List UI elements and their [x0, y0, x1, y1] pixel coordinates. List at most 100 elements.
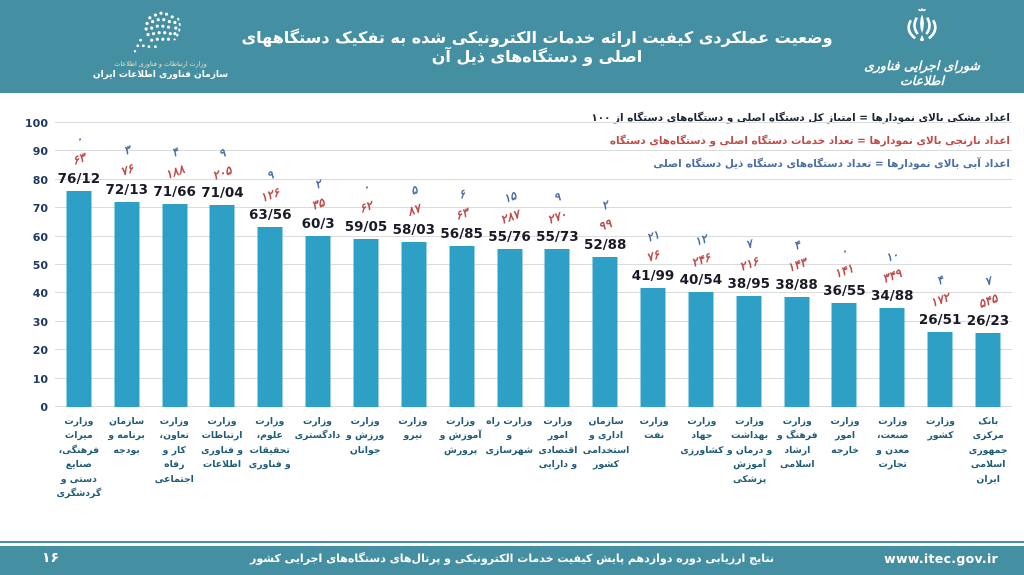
bar-score-label: 34/88: [871, 287, 914, 304]
bar-score-label: 41/99: [631, 267, 675, 284]
bar-column: 71/04 ۲۰۵ ۹: [199, 123, 247, 407]
gridline: [55, 349, 1012, 351]
bar-column: 52/88 ۹۹ ۲: [581, 123, 629, 407]
bar-services-count-label: ۶۲: [357, 198, 375, 217]
bar-services-count-label: ۲۴۶: [689, 249, 713, 270]
page-number: ۱۶: [42, 550, 60, 566]
iran-emblem-icon: [896, 7, 948, 56]
bar-subagencies-count-label: ۴: [169, 143, 180, 160]
bar: [688, 291, 714, 407]
bar: [927, 331, 953, 407]
bar-category-label: وزارت تعاون، کار و رفاه اجتماعی: [154, 416, 194, 485]
header-band: وزارت ارتباطات و فناوری اطلاعات سازمان ف…: [0, 0, 1024, 93]
bar-category-label: وزارت نیرو: [398, 416, 428, 442]
bar-category-label: وزارت فرهنگ و ارشاد اسلامی: [776, 416, 818, 471]
council-logo: شورای اجرایی فناوری اطلاعات: [842, 4, 1002, 88]
bar-subagencies-count-label: ۶: [456, 185, 467, 202]
legend-orange-services: اعداد نارنجی بالای نمودارها = تعداد خدما…: [609, 135, 1010, 147]
bar-subagencies-count-label: ۹: [552, 189, 563, 205]
bar-column: 63/56 ۱۲۶ ۹: [246, 123, 294, 407]
bar-score-label: 60/3: [301, 215, 335, 232]
bar-score-label: 76/12: [57, 170, 101, 187]
bar: [879, 307, 905, 407]
bar-category-label: وزارت ورزش و جوانان: [346, 416, 385, 456]
chart-legend: اعداد مشکی بالای نمودارها = امتیاز کل دس…: [591, 107, 1010, 176]
bar-score-label: 55/73: [536, 228, 579, 245]
bar: [401, 242, 427, 407]
bar-services-count-label: ۱۸۸: [163, 161, 187, 182]
bar-subagencies-count-label: ۱۲: [692, 231, 710, 249]
bar-score-label: 38/95: [727, 276, 770, 293]
footer-url-link[interactable]: www.itec.gov.ir: [884, 551, 998, 566]
bar-subagencies-count-label: ۰: [73, 131, 85, 147]
bar: [162, 203, 188, 407]
bar-services-count-label: ۱۴۱: [832, 261, 856, 282]
bar-category-label: سازمان اداری و استخدامی کشور: [582, 416, 630, 471]
bar-column: 76/12 ۶۳ ۰: [55, 123, 103, 407]
bar: [831, 303, 857, 407]
page-title: وضعیت عملکردی کیفیت ارائه خدمات الکترونی…: [241, 27, 833, 66]
bar-subagencies-count-label: ۱۵: [501, 187, 518, 206]
council-logo-caption: شورای اجرایی فناوری اطلاعات: [864, 58, 980, 88]
bar-subagencies-count-label: ۲: [599, 197, 611, 213]
y-tick-label: 10: [32, 372, 48, 386]
bar-column: 72/13 ۷۶ ۳: [103, 123, 151, 407]
bar-category-label: وزارت نفت: [639, 416, 669, 442]
bar-column: 41/99 ۷۶ ۲۱: [629, 123, 677, 407]
bar: [257, 226, 283, 407]
bar-category-label: وزارت آموزش و پرورش: [439, 416, 482, 456]
bar-column: 36/55 ۱۴۱ ۰: [821, 123, 869, 407]
bar-category-label: سازمان برنامه و بودجه: [108, 416, 145, 456]
bar-column: 56/85 ۶۳ ۶: [438, 123, 486, 407]
bar-column: 59/05 ۶۲ ۰: [342, 123, 390, 407]
gridline: [55, 122, 1012, 123]
bar-score-label: 36/55: [823, 283, 866, 300]
bar-subagencies-count-label: ۴: [934, 272, 946, 288]
bar: [544, 248, 570, 407]
y-tick-label: 40: [32, 287, 48, 301]
y-tick-label: 30: [32, 315, 48, 329]
bar-column: 38/95 ۲۱۶ ۷: [725, 123, 773, 407]
bar-column: 26/51 ۱۷۲ ۴: [916, 123, 964, 407]
bar-category-label: وزارت کشور: [925, 416, 955, 442]
bar: [209, 205, 235, 407]
bar-series: 76/12 ۶۳ ۰ 72/13 ۷۶ ۳ 71/66 ۱۸۸ ۴ 71/04 ۲۰۵ ۹ 63/56 ۱…: [55, 123, 1012, 407]
bar-services-count-label: ۹۹: [596, 216, 614, 234]
bar-subagencies-count-label: ۷: [982, 272, 994, 289]
bar: [449, 245, 475, 407]
gridline: [55, 320, 1012, 322]
y-tick-label: 70: [32, 202, 48, 216]
bar-category-label: وزارت دادگستری: [294, 416, 341, 442]
ito-dotted-globe-icon: [126, 11, 196, 59]
bar-column: 60/3 ۳۵ ۲: [294, 123, 342, 407]
ito-logo-ministry-line: وزارت ارتباطات و فناوری اطلاعات: [114, 60, 207, 68]
bar-subagencies-count-label: ۲: [312, 176, 324, 192]
bar-services-count-label: ۲۸۷: [498, 206, 521, 227]
bar-category-label: وزارت راه و شهرسازی: [485, 416, 534, 456]
bar-subagencies-count-label: ۰: [839, 243, 850, 259]
bar-subagencies-count-label: ۵: [408, 182, 420, 198]
bar: [975, 332, 1001, 407]
bar-subagencies-count-label: ۲۱: [644, 227, 662, 245]
y-tick-label: 90: [32, 145, 48, 159]
bar-subagencies-count-label: ۹: [264, 166, 276, 183]
bar-subagencies-count-label: ۱۰: [884, 247, 901, 265]
bar-services-count-label: ۳۴۹: [880, 266, 904, 286]
bar-services-count-label: ۱۷۲: [928, 289, 952, 310]
bar-category-label: بانک مرکزی جمهوری اسلامی ایران: [968, 416, 1008, 485]
bar-score-label: 58/03: [392, 222, 436, 239]
bar-score-label: 40/54: [679, 271, 723, 288]
bar-score-label: 26/23: [966, 312, 1010, 329]
bar-score-label: 55/76: [488, 228, 531, 245]
y-tick-label: 100: [25, 117, 48, 130]
bar-score-label: 52/88: [583, 236, 627, 253]
bar-score-label: 63/56: [249, 206, 292, 223]
bar-column: 34/88 ۳۴۹ ۱۰: [868, 123, 916, 407]
bar-score-label: 59/05: [344, 219, 388, 236]
bar-score-label: 56/85: [440, 225, 483, 242]
bar-score-label: 71/66: [153, 183, 196, 200]
bar-services-count-label: ۲۷۰: [545, 206, 569, 227]
bar-services-count-label: ۷۶: [644, 246, 662, 265]
ito-logo: وزارت ارتباطات و فناوری اطلاعات سازمان ف…: [78, 3, 243, 80]
